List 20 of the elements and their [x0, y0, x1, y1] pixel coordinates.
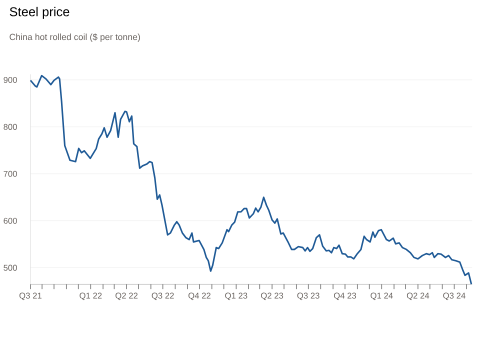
x-tick-label: Q1 24: [370, 292, 393, 300]
y-tick-label: 600: [4, 218, 17, 224]
x-tick-label: Q3 21: [19, 292, 42, 300]
chart-subtitle: China hot rolled coil ($ per tonne): [10, 34, 140, 42]
x-tick-label: Q3 23: [297, 292, 320, 300]
line-series: [30, 75, 472, 286]
x-tick-label: Q1 23: [225, 292, 248, 300]
y-tick-label: 500: [4, 265, 17, 271]
chart-title: Steel price: [10, 7, 70, 20]
x-tick-label: Q3 22: [152, 292, 174, 300]
x-tick-label: Q3 24: [443, 292, 466, 300]
x-tick-label: Q4 22: [188, 292, 210, 300]
x-tick-label: Q1 22: [80, 292, 102, 300]
x-tick-label: Q4 23: [334, 292, 356, 300]
y-tick-label: 800: [4, 124, 17, 130]
y-tick-label: 700: [4, 171, 17, 177]
x-tick-label: Q2 24: [406, 292, 430, 300]
y-tick-label: 900: [4, 77, 17, 84]
x-tick-label: Q2 22: [116, 292, 138, 300]
x-tick-label: Q2 23: [261, 292, 284, 300]
